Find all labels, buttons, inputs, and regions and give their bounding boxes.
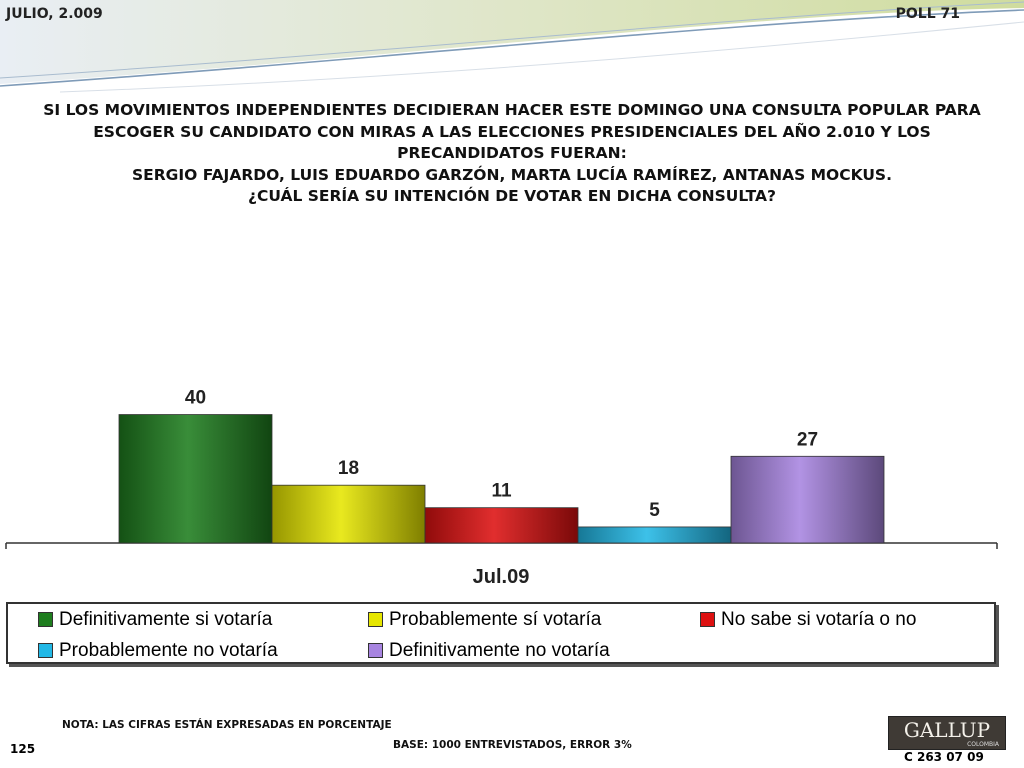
page-number: 125 (10, 742, 36, 756)
logo-subtext: COLOMBIA (967, 741, 999, 748)
document-code: C 263 07 09 (904, 750, 984, 764)
bar (577, 526, 732, 544)
question-line: SERGIO FAJARDO, LUIS EDUARDO GARZÓN, MAR… (132, 165, 892, 184)
legend-item: Probablemente sí votaría (368, 604, 700, 635)
chart-legend: Definitivamente si votaría Probablemente… (6, 602, 996, 664)
x-tick-label: Jul.09 (473, 566, 530, 588)
legend-swatch (368, 612, 383, 627)
legend-label: Definitivamente si votaría (59, 608, 273, 630)
legend-swatch (700, 612, 715, 627)
question-title: SI LOS MOVIMIENTOS INDEPENDIENTES DECIDI… (20, 100, 1004, 208)
data-label: 11 (491, 481, 512, 502)
data-label: 5 (649, 500, 660, 521)
logo-text: GALLUP (903, 718, 991, 742)
legend-label: Definitivamente no votaría (389, 639, 610, 661)
bar-chart: 40 18 11 5 27 Jul.09 (5, 388, 998, 588)
bar (424, 507, 579, 544)
survey-date: JULIO, 2.009 (6, 6, 103, 22)
legend-swatch (368, 643, 383, 658)
legend-item: Probablemente no votaría (38, 635, 368, 666)
question-line: PRECANDIDATOS FUERAN: (397, 144, 627, 162)
footnote: NOTA: LAS CIFRAS ESTÁN EXPRESADAS EN POR… (62, 719, 392, 731)
data-label: 18 (338, 458, 359, 479)
header-swoosh-decoration (0, 0, 1024, 93)
poll-number: POLL 71 (895, 6, 960, 22)
legend-swatch (38, 612, 53, 627)
legend-label: No sabe si votaría o no (721, 608, 917, 630)
data-label: 27 (797, 429, 818, 450)
legend-swatch (38, 643, 53, 658)
gallup-logo: GALLUP COLOMBIA (888, 716, 1006, 750)
question-line: SI LOS MOVIMIENTOS INDEPENDIENTES DECIDI… (43, 101, 981, 119)
bar (730, 455, 885, 544)
data-label: 40 (185, 388, 206, 409)
legend-label: Probablemente no votaría (59, 639, 278, 661)
question-line: ESCOGER SU CANDIDATO CON MIRAS A LAS ELE… (93, 122, 931, 141)
bar (271, 484, 426, 544)
sample-base-text: BASE: 1000 ENTREVISTADOS, ERROR 3% (393, 739, 632, 751)
bar (118, 414, 273, 544)
legend-item: Definitivamente no votaría (368, 635, 700, 666)
question-line: ¿CUÁL SERÍA SU INTENCIÓN DE VOTAR EN DIC… (247, 187, 776, 205)
legend-item: Definitivamente si votaría (38, 604, 368, 635)
legend-item: No sabe si votaría o no (700, 604, 1020, 635)
legend-label: Probablemente sí votaría (389, 608, 602, 630)
